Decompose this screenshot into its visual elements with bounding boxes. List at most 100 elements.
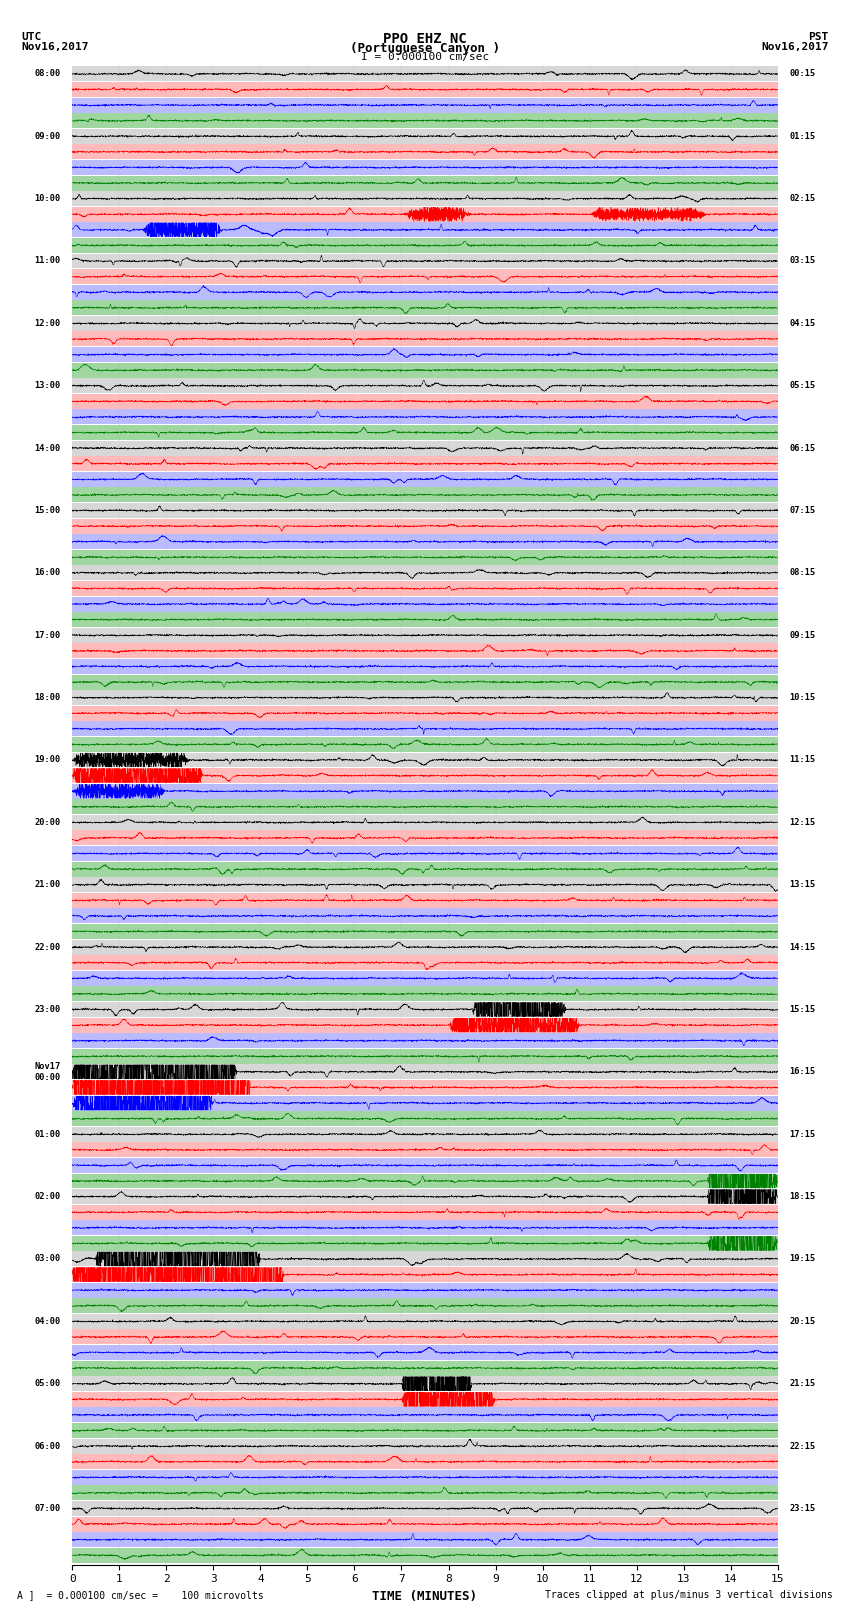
- Bar: [72, 1158, 778, 1173]
- Text: 02:15: 02:15: [790, 194, 816, 203]
- Bar: [72, 363, 778, 377]
- Bar: [72, 987, 778, 1002]
- Text: 17:15: 17:15: [790, 1129, 816, 1139]
- Text: 06:15: 06:15: [790, 444, 816, 453]
- Bar: [72, 1221, 778, 1236]
- Text: 01:00: 01:00: [34, 1129, 60, 1139]
- Bar: [72, 877, 778, 892]
- Text: 18:00: 18:00: [34, 694, 60, 702]
- Bar: [72, 473, 778, 487]
- Bar: [72, 1236, 778, 1250]
- Text: 18:15: 18:15: [790, 1192, 816, 1202]
- Bar: [72, 660, 778, 674]
- Bar: [72, 253, 778, 268]
- Text: 11:15: 11:15: [790, 755, 816, 765]
- Bar: [72, 768, 778, 782]
- Bar: [72, 908, 778, 923]
- Bar: [72, 597, 778, 611]
- Bar: [72, 456, 778, 471]
- Text: 12:15: 12:15: [790, 818, 816, 827]
- Bar: [72, 1081, 778, 1095]
- Bar: [72, 316, 778, 331]
- Bar: [72, 1345, 778, 1360]
- Bar: [72, 190, 778, 206]
- Bar: [72, 613, 778, 627]
- Bar: [72, 831, 778, 845]
- Bar: [72, 1532, 778, 1547]
- Bar: [72, 534, 778, 548]
- Text: (Portuguese Canyon ): (Portuguese Canyon ): [350, 42, 500, 55]
- Bar: [72, 971, 778, 986]
- Bar: [72, 1423, 778, 1439]
- Bar: [72, 847, 778, 861]
- Bar: [72, 66, 778, 81]
- Bar: [72, 1095, 778, 1110]
- Text: 03:00: 03:00: [34, 1255, 60, 1263]
- Bar: [72, 332, 778, 347]
- Bar: [72, 286, 778, 300]
- Bar: [72, 1205, 778, 1219]
- Text: 07:00: 07:00: [34, 1503, 60, 1513]
- Bar: [72, 206, 778, 221]
- Text: 17:00: 17:00: [34, 631, 60, 640]
- Text: 16:15: 16:15: [790, 1068, 816, 1076]
- Text: I = 0.000100 cm/sec: I = 0.000100 cm/sec: [361, 52, 489, 61]
- Bar: [72, 1376, 778, 1390]
- Bar: [72, 223, 778, 237]
- Text: 19:00: 19:00: [34, 755, 60, 765]
- Bar: [72, 1548, 778, 1563]
- Bar: [72, 1282, 778, 1297]
- Bar: [72, 737, 778, 752]
- Text: 00:15: 00:15: [790, 69, 816, 79]
- Text: PST: PST: [808, 32, 829, 42]
- Text: 23:00: 23:00: [34, 1005, 60, 1015]
- Bar: [72, 1486, 778, 1500]
- Bar: [72, 815, 778, 829]
- Bar: [72, 1469, 778, 1486]
- Bar: [72, 440, 778, 455]
- Bar: [72, 924, 778, 939]
- Bar: [72, 410, 778, 424]
- Text: 14:15: 14:15: [790, 942, 816, 952]
- Text: 15:00: 15:00: [34, 506, 60, 515]
- Bar: [72, 113, 778, 127]
- Text: 04:00: 04:00: [34, 1316, 60, 1326]
- Text: 05:00: 05:00: [34, 1379, 60, 1389]
- Text: 09:00: 09:00: [34, 132, 60, 140]
- Text: 02:00: 02:00: [34, 1192, 60, 1202]
- Bar: [72, 955, 778, 969]
- Bar: [72, 1502, 778, 1516]
- Bar: [72, 1189, 778, 1203]
- Bar: [72, 239, 778, 253]
- Bar: [72, 129, 778, 144]
- Text: 20:00: 20:00: [34, 818, 60, 827]
- Bar: [72, 1048, 778, 1063]
- Bar: [72, 1455, 778, 1469]
- Bar: [72, 800, 778, 815]
- Text: 13:00: 13:00: [34, 381, 60, 390]
- Bar: [72, 82, 778, 97]
- Bar: [72, 1142, 778, 1157]
- Text: 03:15: 03:15: [790, 256, 816, 266]
- Bar: [72, 1516, 778, 1532]
- Bar: [72, 1329, 778, 1344]
- Bar: [72, 1268, 778, 1282]
- Bar: [72, 269, 778, 284]
- Text: 14:00: 14:00: [34, 444, 60, 453]
- Text: UTC: UTC: [21, 32, 42, 42]
- Text: 10:15: 10:15: [790, 694, 816, 702]
- Text: 08:00: 08:00: [34, 69, 60, 79]
- Bar: [72, 566, 778, 581]
- X-axis label: TIME (MINUTES): TIME (MINUTES): [372, 1590, 478, 1603]
- Bar: [72, 487, 778, 502]
- Text: 08:15: 08:15: [790, 568, 816, 577]
- Bar: [72, 160, 778, 174]
- Bar: [72, 1361, 778, 1376]
- Text: 11:00: 11:00: [34, 256, 60, 266]
- Bar: [72, 721, 778, 736]
- Text: 07:15: 07:15: [790, 506, 816, 515]
- Text: 22:15: 22:15: [790, 1442, 816, 1450]
- Text: A ]  = 0.000100 cm/sec =    100 microvolts: A ] = 0.000100 cm/sec = 100 microvolts: [17, 1590, 264, 1600]
- Text: 12:00: 12:00: [34, 319, 60, 327]
- Text: 19:15: 19:15: [790, 1255, 816, 1263]
